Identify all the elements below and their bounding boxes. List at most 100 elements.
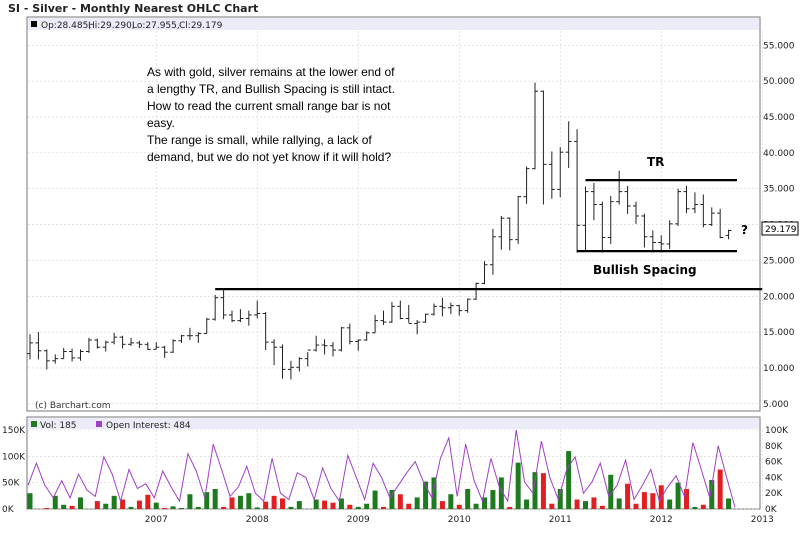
volume-bar	[490, 490, 496, 509]
ohlc-legend-band	[28, 18, 759, 30]
volume-bar	[120, 499, 126, 509]
ohlc-bar	[254, 300, 261, 319]
ohlc-bar	[178, 335, 185, 343]
ohlc-bar	[590, 183, 597, 221]
ohlc-bar	[675, 188, 682, 227]
volume-bar	[641, 492, 647, 509]
volume-tick-label: 100K	[2, 452, 26, 462]
ohlc-bar	[700, 194, 707, 228]
volume-bar	[439, 501, 445, 509]
ohlc-bar	[296, 357, 303, 372]
volume-bar	[473, 503, 479, 509]
volume-bar	[507, 506, 513, 509]
time-tick-label: 2009	[347, 515, 370, 525]
oi-tick-label: 80K	[765, 442, 783, 452]
volume-bar	[313, 499, 319, 509]
ohlc-bar	[431, 303, 437, 316]
volume-bar	[406, 503, 412, 509]
volume-bar	[498, 477, 504, 509]
time-tick-label: 2007	[145, 515, 168, 525]
ohlc-bar	[405, 304, 412, 325]
ohlc-bar	[27, 334, 33, 360]
volume-bar	[179, 507, 184, 509]
ohlc-bar	[153, 342, 160, 350]
ohlc-bar	[355, 339, 362, 351]
volume-bar	[280, 498, 285, 509]
volume-bar	[195, 506, 201, 509]
ohlc-bar	[633, 201, 639, 224]
volume-bar	[111, 495, 117, 509]
volume-bar	[381, 506, 386, 509]
volume-bar	[566, 451, 572, 509]
volume-bar	[246, 493, 252, 509]
ohlc-bar	[245, 310, 252, 326]
price-tick-label: 25.000	[763, 256, 795, 266]
ohlc-bar	[262, 312, 269, 351]
ohlc-bar	[473, 282, 480, 300]
price-tick-label: 5.000	[763, 400, 789, 410]
volume-bar	[692, 506, 698, 509]
volume-bar	[456, 504, 462, 509]
label-question: ?	[741, 223, 748, 237]
note-line: easy.	[147, 116, 175, 130]
volume-bar	[237, 495, 243, 509]
volume-bar	[583, 501, 588, 509]
volume-tick-label: 150K	[2, 426, 26, 436]
ohlc-bar	[725, 229, 732, 240]
label-bullish-spacing: Bullish Spacing	[593, 263, 697, 277]
ohlc-bar	[119, 335, 126, 349]
volume-bar	[103, 503, 109, 509]
volume-bar	[347, 504, 353, 509]
volume-bar	[549, 503, 555, 509]
ohlc-bar	[464, 298, 471, 313]
volume-bar	[515, 462, 521, 509]
oi-marker-icon	[96, 421, 102, 427]
ohlc-bar	[708, 207, 715, 227]
volume-bar	[599, 505, 605, 509]
ohlc-bar	[624, 185, 631, 214]
readout-close: Cl:29.179	[179, 21, 223, 31]
readout-low: Lo:27.955,	[132, 21, 180, 31]
ohlc-bar	[372, 314, 379, 334]
time-tick-label: 2010	[448, 515, 471, 525]
ohlc-bar	[658, 235, 665, 253]
volume-bar	[726, 498, 732, 509]
ohlc-bar	[666, 220, 673, 249]
annotation-lines	[215, 179, 763, 291]
ohlc-bar	[523, 166, 530, 204]
ohlc-bar	[338, 327, 345, 352]
last-price-tag: 29.179	[761, 221, 799, 236]
ohlc-bar	[717, 208, 724, 239]
volume-tick-label: 0K	[2, 505, 15, 515]
watermark: (c) Barchart.com	[35, 401, 111, 411]
ohlc-bar	[203, 317, 210, 335]
ohlc-bar	[599, 201, 606, 253]
ohlc-bar	[447, 302, 454, 315]
ohlc-bar	[279, 344, 286, 379]
volume-bar	[330, 502, 336, 509]
ohlc-bar	[313, 335, 320, 352]
volume-bar	[431, 477, 437, 509]
ohlc-bar	[616, 170, 623, 205]
volume-bar	[616, 498, 622, 509]
ohlc-readout: Op:28.485, Hi:29.290, Lo:27.955, Cl:29.1…	[31, 21, 223, 31]
volume-bar	[69, 505, 75, 509]
ohlc-bar	[532, 82, 538, 170]
price-tick-label: 20.000	[763, 292, 795, 302]
readout-high: Hi:29.290,	[88, 21, 135, 31]
ohlc-bar	[388, 302, 395, 323]
open-interest-line	[27, 429, 736, 508]
volume-legend-band	[28, 418, 759, 429]
series-marker-icon	[31, 21, 37, 27]
ohlc-bar	[195, 332, 202, 343]
volume-bar	[27, 493, 33, 509]
label-tr: TR	[647, 155, 664, 169]
ohlc-bar	[481, 261, 488, 285]
open-interest-path	[27, 429, 736, 508]
volume-bar	[153, 502, 159, 509]
volume-bar	[423, 481, 429, 509]
volume-bar	[355, 506, 361, 509]
ohlc-bar	[60, 347, 67, 360]
ohlc-bar	[229, 310, 235, 323]
volume-bar	[254, 507, 260, 509]
